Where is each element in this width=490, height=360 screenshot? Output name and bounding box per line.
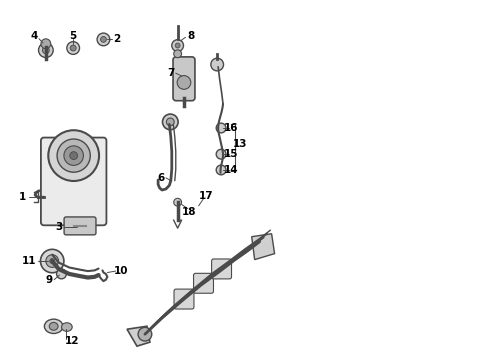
Circle shape (167, 118, 174, 126)
Text: 13: 13 (233, 139, 247, 149)
Circle shape (49, 130, 99, 181)
Circle shape (216, 149, 226, 159)
Text: 16: 16 (224, 123, 239, 133)
Text: 12: 12 (65, 336, 79, 346)
Text: 9: 9 (45, 275, 52, 285)
Circle shape (216, 165, 226, 175)
Circle shape (57, 139, 90, 172)
Text: 5: 5 (70, 31, 77, 41)
FancyBboxPatch shape (174, 289, 194, 309)
Ellipse shape (61, 323, 72, 331)
Circle shape (46, 255, 58, 267)
Ellipse shape (49, 322, 58, 330)
Circle shape (172, 40, 183, 51)
Circle shape (39, 43, 53, 58)
Circle shape (138, 327, 152, 341)
Text: 18: 18 (182, 207, 196, 217)
Text: 17: 17 (198, 191, 213, 201)
Circle shape (64, 146, 83, 165)
FancyBboxPatch shape (194, 273, 214, 293)
Circle shape (100, 36, 106, 42)
Circle shape (43, 47, 49, 54)
Circle shape (41, 39, 51, 49)
Text: 3: 3 (55, 222, 62, 232)
Ellipse shape (45, 319, 63, 333)
Text: 2: 2 (114, 35, 121, 44)
Circle shape (174, 50, 182, 58)
Polygon shape (127, 326, 150, 346)
Text: 7: 7 (167, 68, 174, 78)
Text: 1: 1 (19, 192, 26, 202)
Text: 15: 15 (224, 149, 239, 159)
Text: 8: 8 (188, 31, 195, 41)
FancyBboxPatch shape (173, 57, 195, 101)
Text: 6: 6 (157, 173, 165, 183)
Circle shape (97, 33, 110, 46)
Circle shape (50, 258, 55, 264)
Text: 11: 11 (22, 256, 37, 266)
FancyBboxPatch shape (64, 217, 96, 235)
Circle shape (174, 198, 182, 206)
Circle shape (70, 45, 76, 51)
Circle shape (175, 43, 180, 48)
Text: 10: 10 (114, 266, 128, 276)
FancyBboxPatch shape (212, 259, 232, 279)
Circle shape (67, 42, 79, 54)
Text: 14: 14 (224, 165, 239, 175)
Circle shape (56, 269, 66, 279)
Circle shape (177, 76, 191, 89)
FancyBboxPatch shape (41, 138, 106, 225)
Circle shape (211, 58, 223, 71)
Circle shape (41, 249, 64, 273)
Polygon shape (252, 234, 274, 260)
Circle shape (70, 152, 77, 159)
Text: 4: 4 (30, 31, 38, 41)
Circle shape (216, 123, 226, 133)
Circle shape (163, 114, 178, 130)
